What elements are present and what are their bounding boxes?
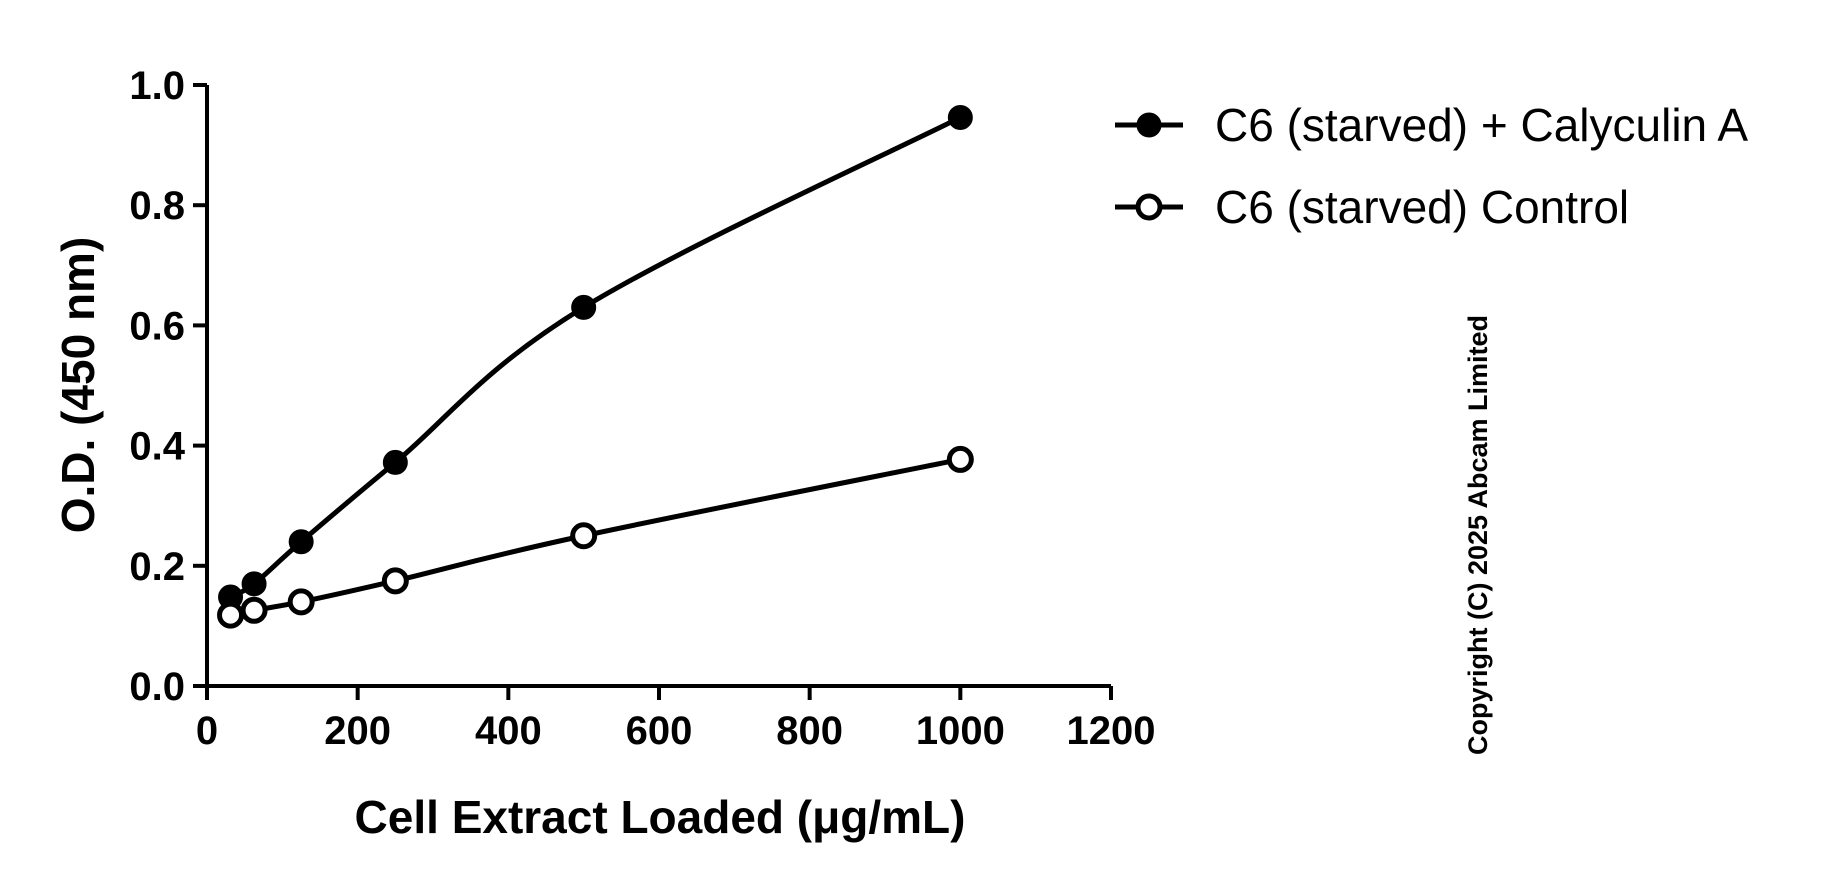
data-point-open (381, 567, 409, 595)
x-tick-label: 1200 (1067, 709, 1156, 753)
legend-label: C6 (starved) Control (1215, 181, 1629, 233)
data-point-filled (241, 571, 267, 597)
legend: C6 (starved) + Calyculin A C6 (starved) C… (1115, 99, 1748, 233)
legend-label: C6 (starved) + Calyculin A (1215, 99, 1748, 151)
y-axis-title: O.D. (450 nm) (52, 237, 104, 534)
x-tick-label: 1000 (916, 709, 1005, 753)
data-point-open (946, 445, 974, 473)
y-tick-label: 0.6 (129, 304, 185, 348)
legend-marker-open (1135, 193, 1163, 221)
plot-area (217, 104, 974, 629)
y-tick-label: 0.8 (129, 184, 185, 228)
data-point-open (570, 522, 598, 550)
x-axis-title: Cell Extract Loaded (μg/mL) (355, 791, 966, 843)
y-tick-label: 0.2 (129, 545, 185, 589)
x-tick-label: 0 (196, 709, 218, 753)
data-point-filled (571, 294, 597, 320)
x-tick-label: 200 (324, 709, 391, 753)
data-point-open (240, 596, 268, 624)
copyright-text: Copyright (C) 2025 Abcam Limited (1463, 315, 1493, 755)
x-tick-label: 600 (626, 709, 693, 753)
data-point-open (217, 601, 245, 629)
x-axis: 0 200 400 600 800 1000 1200 (196, 684, 1156, 753)
y-axis: 0.0 0.2 0.4 0.6 0.8 1.0 (129, 64, 209, 709)
series-line (229, 115, 962, 600)
legend-marker-filled (1136, 112, 1162, 138)
y-tick-label: 0.0 (129, 665, 185, 709)
data-point-filled (382, 449, 408, 475)
y-tick-label: 1.0 (129, 64, 185, 108)
data-point-open (287, 588, 315, 616)
y-tick-label: 0.4 (129, 425, 185, 469)
x-tick-label: 800 (776, 709, 843, 753)
x-tick-label: 400 (475, 709, 542, 753)
data-point-filled (947, 104, 973, 130)
data-point-filled (288, 529, 314, 555)
